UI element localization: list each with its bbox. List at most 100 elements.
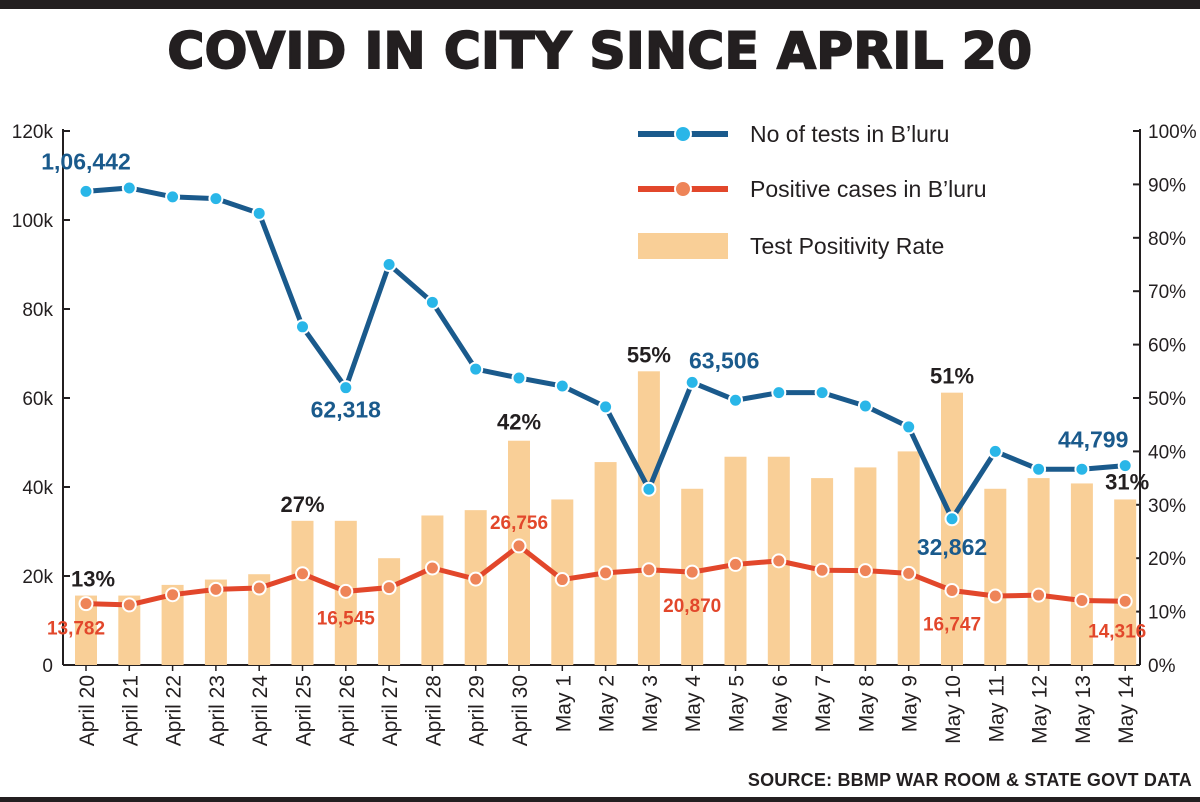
tests-marker (857, 398, 873, 414)
x-tick-label: May 5 (726, 675, 749, 732)
positive-cases-marker (208, 581, 224, 597)
positive-cases-marker (554, 572, 570, 588)
positivity-bar (161, 584, 184, 665)
tests-marker (987, 443, 1003, 459)
positive-data-label: 26,756 (490, 513, 548, 534)
x-tick-label: May 6 (769, 675, 792, 732)
tests-marker (468, 361, 484, 377)
tests-marker (728, 392, 743, 408)
positive-cases-marker (424, 560, 440, 576)
x-tick-label: May 4 (682, 675, 705, 733)
positivity-data-label: 27% (280, 492, 324, 517)
positive-cases-marker (78, 596, 94, 612)
bottom-rule (0, 797, 1200, 802)
tests-marker (424, 294, 440, 310)
left-tick-label: 120k (12, 122, 54, 143)
positivity-bar (1114, 499, 1137, 665)
x-tick-label: April 26 (336, 675, 359, 746)
left-tick-label: 20k (22, 567, 53, 588)
positivity-bar (291, 520, 314, 665)
tests-marker (684, 374, 700, 390)
positive-cases-marker (598, 565, 614, 581)
tests-data-label: 32,862 (917, 534, 987, 560)
tests-marker (1031, 461, 1047, 477)
positive-cases-marker (901, 565, 917, 581)
x-tick-label: April 25 (293, 675, 316, 746)
tests-marker (1074, 461, 1090, 477)
left-tick-label: 40k (22, 478, 53, 499)
tests-marker (251, 205, 267, 221)
positive-cases-marker (511, 538, 527, 554)
chart-title: COVID IN CITY SINCE APRIL 20 (167, 21, 1033, 81)
tests-marker (598, 399, 614, 415)
tests-marker (165, 189, 181, 205)
x-tick-label: April 29 (466, 675, 489, 746)
positivity-data-label: 55% (627, 342, 671, 367)
tests-marker (944, 511, 960, 527)
legend-tests-label: No of tests in B’luru (750, 121, 949, 147)
positivity-bar (1027, 478, 1050, 665)
positive-cases-marker (295, 566, 310, 582)
positive-data-label: 16,747 (923, 614, 981, 635)
positivity-data-label: 13% (71, 567, 115, 592)
positivity-bar (1070, 483, 1093, 665)
tests-marker (381, 257, 397, 272)
tests-data-label: 1,06,442 (41, 148, 131, 174)
tests-data-label: 44,799 (1058, 427, 1128, 453)
positivity-bar (941, 392, 963, 665)
positive-cases-marker (814, 562, 830, 578)
positivity-bar (421, 515, 444, 665)
positive-cases-marker (641, 562, 657, 578)
positivity-data-label: 42% (497, 410, 541, 435)
tests-data-label: 62,318 (311, 397, 382, 423)
positivity-bar (984, 488, 1007, 665)
x-tick-label: May 14 (1115, 675, 1138, 744)
positive-cases-marker (338, 583, 354, 599)
positive-data-label: 13,782 (47, 619, 105, 640)
right-tick-label: 50% (1148, 389, 1186, 410)
x-tick-label: May 8 (855, 675, 878, 732)
positive-cases-marker (944, 582, 960, 598)
positive-cases-marker (381, 580, 397, 596)
x-tick-label: April 24 (249, 675, 272, 747)
positive-data-label: 16,545 (317, 608, 376, 629)
positivity-bar (204, 579, 227, 665)
positivity-bar (464, 510, 487, 665)
left-tick-label: 100k (12, 211, 54, 232)
positive-cases-marker (987, 588, 1003, 604)
source-note: SOURCE: BBMP WAR ROOM & STATE GOVT DATA (747, 770, 1192, 790)
right-tick-label: 60% (1148, 336, 1186, 357)
legend-positive-marker (674, 180, 692, 198)
positive-cases-marker (728, 556, 743, 572)
legend-rate-label: Test Positivity Rate (750, 233, 944, 259)
right-tick-label: 20% (1148, 549, 1186, 570)
x-tick-label: April 28 (422, 675, 445, 746)
legend-rate-swatch (638, 233, 728, 259)
x-tick-label: May 9 (899, 675, 922, 732)
tests-marker (814, 385, 830, 401)
positivity-bar (248, 574, 271, 665)
legend-tests-marker (674, 125, 692, 143)
x-tick-label: May 3 (639, 675, 662, 732)
right-tick-label: 90% (1148, 175, 1186, 196)
x-tick-label: May 7 (812, 675, 835, 732)
tests-marker (295, 319, 310, 335)
x-tick-label: May 2 (596, 675, 619, 732)
positive-cases-marker (251, 580, 267, 596)
positivity-data-label: 31% (1105, 469, 1149, 494)
right-tick-label: 30% (1148, 496, 1186, 517)
positivity-bar (637, 371, 660, 665)
x-tick-label: April 27 (379, 675, 402, 746)
right-tick-label: 70% (1148, 282, 1186, 303)
positivity-bar (378, 558, 401, 665)
right-tick-label: 0% (1148, 656, 1176, 677)
positivity-bar (897, 451, 920, 665)
positive-cases-marker (771, 553, 787, 569)
left-tick-label: 60k (22, 389, 53, 410)
legend-positive-label: Positive cases in B’luru (750, 176, 987, 202)
positive-cases-marker (121, 597, 137, 613)
positivity-bar (594, 462, 617, 665)
positivity-data-label: 51% (930, 364, 974, 389)
tests-marker (1117, 458, 1133, 474)
tests-data-label: 63,506 (689, 347, 759, 373)
